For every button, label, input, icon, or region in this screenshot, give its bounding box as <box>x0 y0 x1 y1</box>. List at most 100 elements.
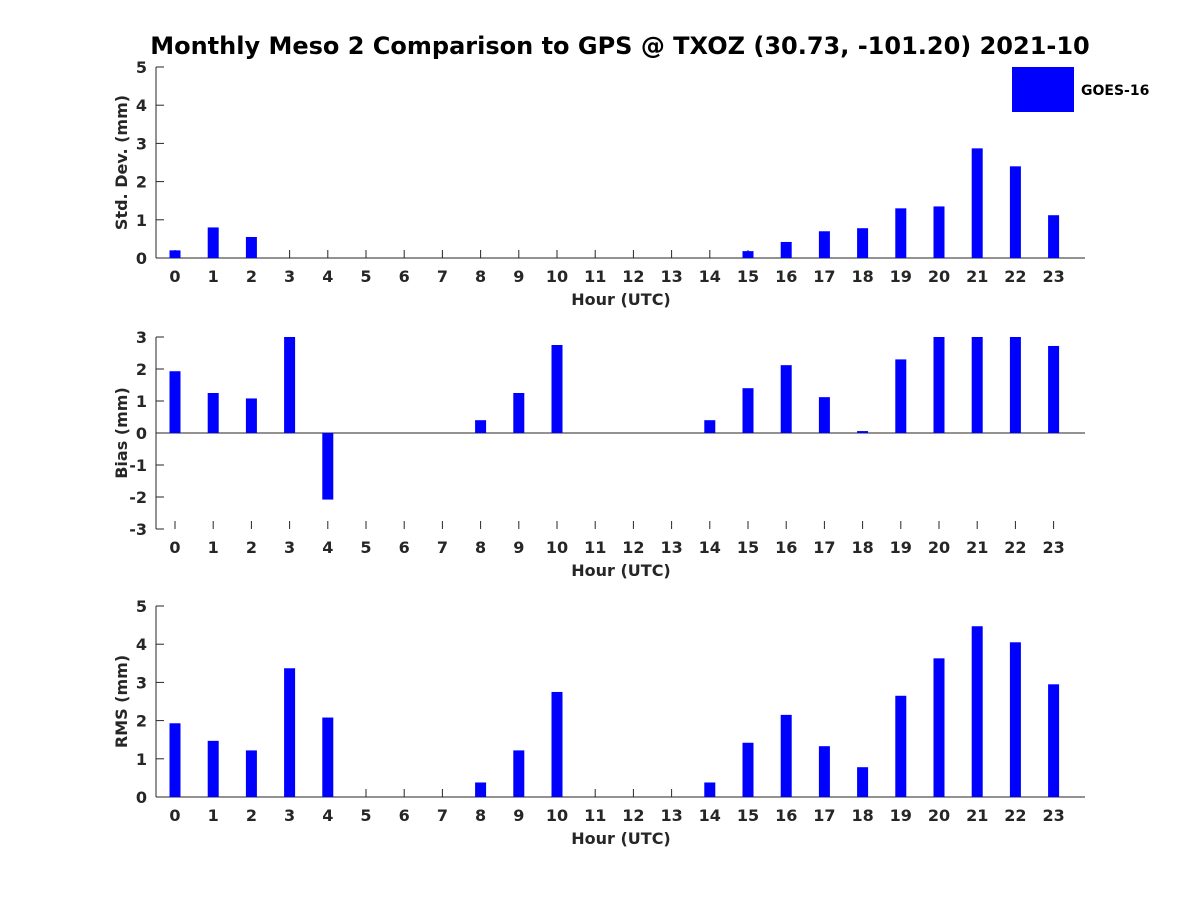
x-tick-label: 18 <box>851 538 873 557</box>
x-tick-label: 16 <box>775 806 797 825</box>
bar-hour-0 <box>169 250 181 258</box>
bar-hour-19 <box>895 359 907 433</box>
x-tick-label: 16 <box>775 538 797 557</box>
bar-hour-8 <box>475 420 487 433</box>
bar-hour-1 <box>207 227 219 258</box>
x-tick-label: 4 <box>322 267 333 286</box>
bar-hour-17 <box>818 397 830 433</box>
y-axis-label: Std. Dev. (mm) <box>112 95 131 230</box>
bar-hour-0 <box>169 371 181 433</box>
x-tick-label: 20 <box>928 538 950 557</box>
x-tick-label: 17 <box>813 267 835 286</box>
x-tick-label: 3 <box>284 538 295 557</box>
x-tick-label: 9 <box>513 806 524 825</box>
x-tick-label: 18 <box>851 267 873 286</box>
x-tick-label: 10 <box>546 806 568 825</box>
x-axis-label: Hour (UTC) <box>571 829 671 848</box>
x-tick-label: 21 <box>966 267 988 286</box>
x-tick-label: 5 <box>360 267 371 286</box>
x-tick-label: 1 <box>208 806 219 825</box>
x-tick-label: 18 <box>851 806 873 825</box>
x-tick-label: 23 <box>1042 538 1064 557</box>
x-tick-label: 14 <box>699 267 721 286</box>
y-tick-label: 2 <box>136 712 147 731</box>
x-tick-label: 2 <box>246 806 257 825</box>
bar-hour-16 <box>780 365 792 433</box>
x-tick-label: 19 <box>890 267 912 286</box>
bar-hour-9 <box>513 750 525 797</box>
bar-hour-8 <box>475 782 487 797</box>
x-tick-label: 5 <box>360 538 371 557</box>
bar-hour-14 <box>704 420 716 433</box>
x-tick-label: 7 <box>437 267 448 286</box>
y-tick-label: -1 <box>129 456 147 475</box>
bar-hour-17 <box>818 746 830 797</box>
x-tick-label: 10 <box>546 267 568 286</box>
bar-hour-22 <box>1009 337 1021 433</box>
x-tick-label: 6 <box>399 806 410 825</box>
bar-hour-15 <box>742 742 754 797</box>
x-tick-label: 10 <box>546 538 568 557</box>
x-tick-label: 17 <box>813 538 835 557</box>
x-tick-label: 21 <box>966 806 988 825</box>
bar-hour-21 <box>971 337 983 433</box>
x-axis-label: Hour (UTC) <box>571 290 671 309</box>
x-tick-label: 2 <box>246 538 257 557</box>
x-tick-label: 22 <box>1004 538 1026 557</box>
x-tick-label: 0 <box>169 538 180 557</box>
legend-swatch <box>1012 67 1074 112</box>
x-tick-label: 0 <box>169 806 180 825</box>
y-tick-label: -2 <box>129 488 147 507</box>
x-tick-label: 12 <box>622 806 644 825</box>
x-tick-label: 21 <box>966 538 988 557</box>
y-tick-label: 0 <box>136 249 147 268</box>
x-tick-label: 11 <box>584 806 606 825</box>
x-tick-label: 20 <box>928 267 950 286</box>
bar-hour-21 <box>971 626 983 797</box>
bar-hour-22 <box>1009 642 1021 797</box>
x-tick-label: 14 <box>699 538 721 557</box>
y-axis-label: RMS (mm) <box>112 655 131 748</box>
x-tick-label: 7 <box>437 806 448 825</box>
bar-hour-3 <box>284 668 296 797</box>
bar-hour-0 <box>169 723 181 797</box>
y-tick-label: 3 <box>136 328 147 347</box>
x-tick-label: 16 <box>775 267 797 286</box>
y-tick-label: 1 <box>136 211 147 230</box>
bar-hour-18 <box>857 431 869 433</box>
bar-hour-9 <box>513 393 525 433</box>
bar-hour-20 <box>933 658 945 797</box>
bar-hour-23 <box>1048 345 1060 433</box>
x-tick-label: 17 <box>813 806 835 825</box>
bar-hour-1 <box>207 393 219 433</box>
bar-hour-23 <box>1048 215 1060 258</box>
y-tick-label: 1 <box>136 750 147 769</box>
bar-hour-20 <box>933 337 945 433</box>
bar-hour-17 <box>818 231 830 258</box>
bar-hour-20 <box>933 206 945 258</box>
x-tick-label: 12 <box>622 267 644 286</box>
x-tick-label: 12 <box>622 538 644 557</box>
x-tick-label: 4 <box>322 806 333 825</box>
bar-hour-18 <box>857 767 869 797</box>
x-tick-label: 8 <box>475 538 486 557</box>
bar-hour-16 <box>780 714 792 797</box>
x-tick-label: 1 <box>208 267 219 286</box>
y-tick-label: 5 <box>136 597 147 616</box>
y-tick-label: 5 <box>136 58 147 77</box>
x-tick-label: 20 <box>928 806 950 825</box>
y-tick-label: 2 <box>136 360 147 379</box>
bar-hour-10 <box>551 345 563 433</box>
x-tick-label: 15 <box>737 267 759 286</box>
bar-hour-15 <box>742 388 754 433</box>
bar-hour-3 <box>284 337 296 433</box>
y-tick-label: 4 <box>136 635 147 654</box>
bar-hour-4 <box>322 433 334 500</box>
legend: GOES-16 <box>1012 67 1149 112</box>
x-tick-label: 9 <box>513 538 524 557</box>
